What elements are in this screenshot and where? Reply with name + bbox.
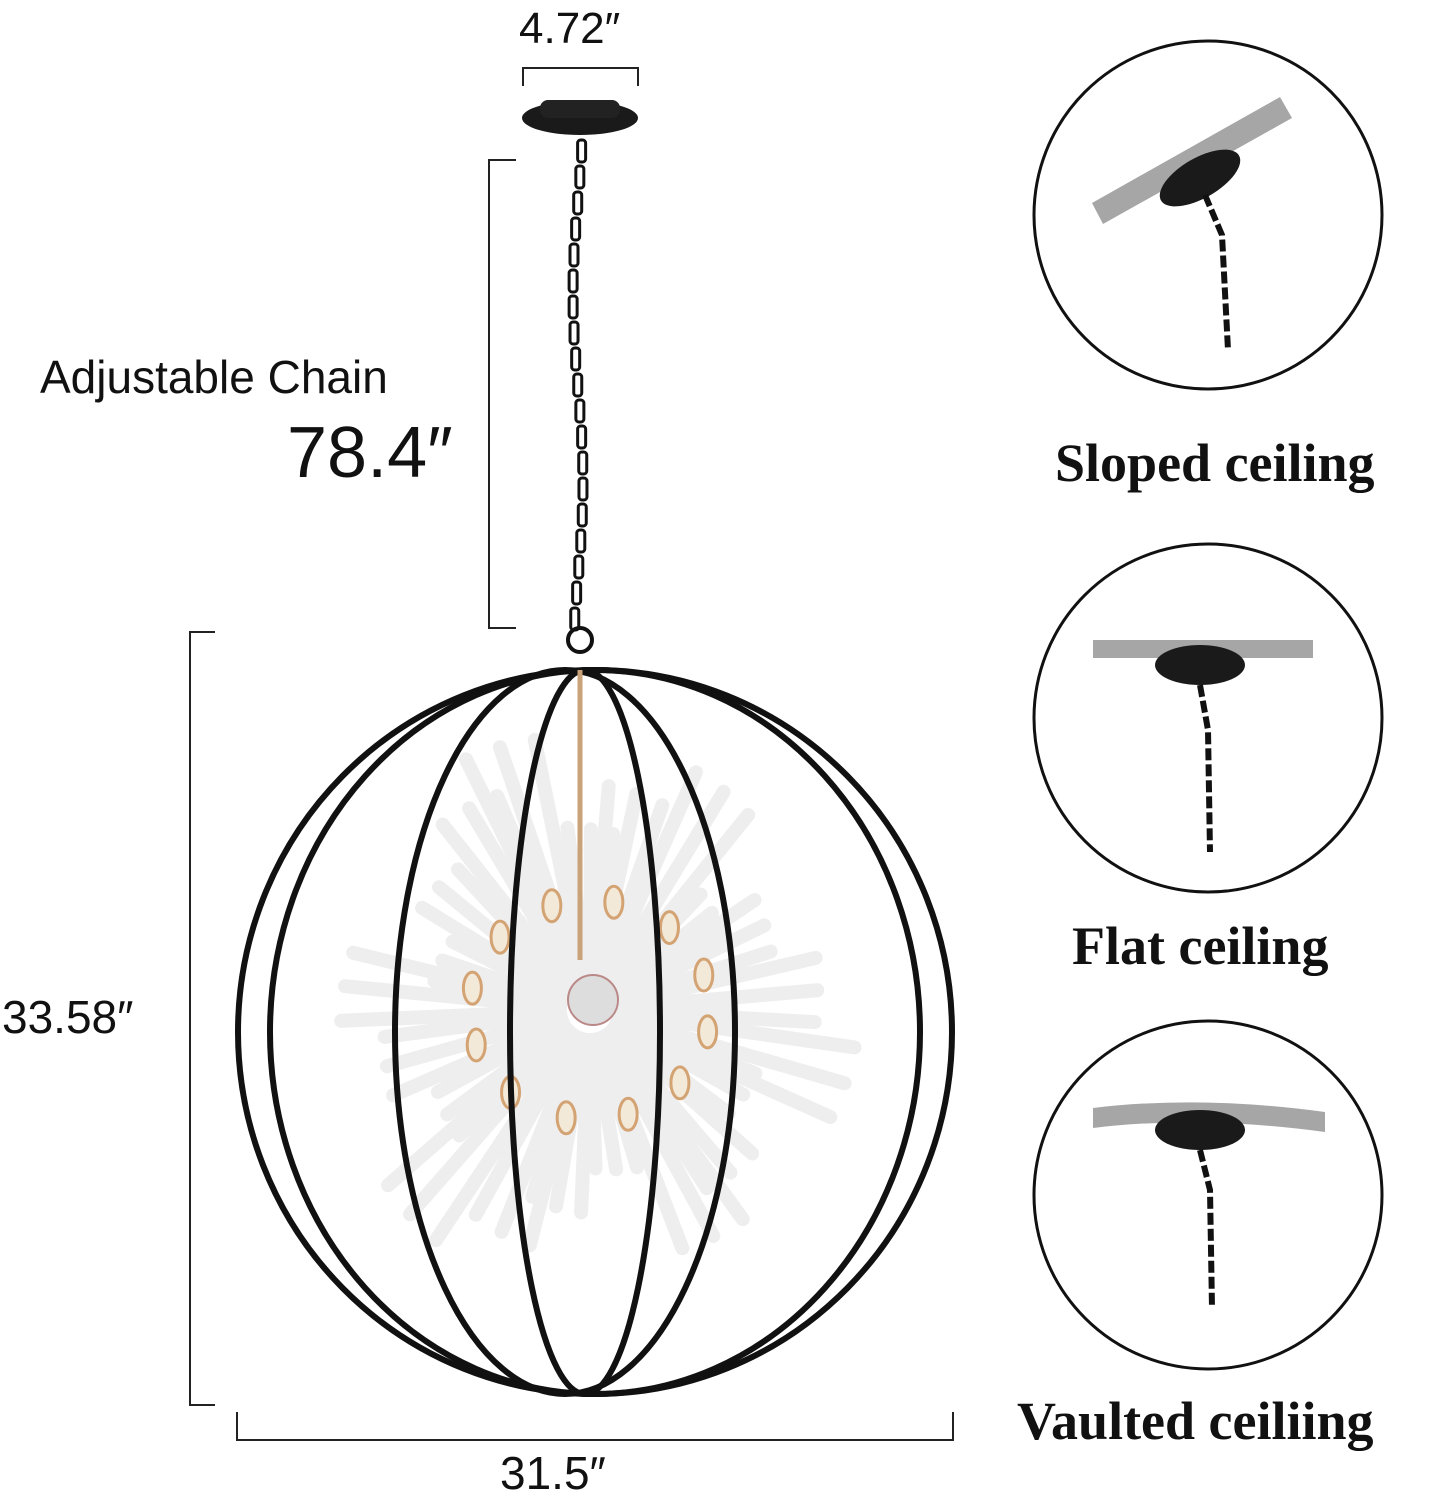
bulb <box>697 1014 719 1050</box>
glass-rod <box>338 979 568 1015</box>
sloped-ceiling-illustration <box>1032 39 1384 391</box>
chain-length-label: 78.4″ <box>287 413 453 493</box>
chain-link <box>577 476 589 502</box>
chain-link <box>574 398 586 424</box>
glass-rod <box>430 1016 571 1099</box>
glass-rod <box>603 1025 738 1180</box>
orb-frame <box>235 667 955 1397</box>
bulb <box>555 1100 577 1136</box>
height-label: 33.58″ <box>2 991 134 1043</box>
chain-label: Adjustable Chain <box>40 351 388 403</box>
glass-rod <box>609 925 728 1003</box>
canopy-width-label: 4.72″ <box>519 4 621 53</box>
bulb <box>658 910 680 946</box>
chain-link <box>568 242 580 268</box>
bulb <box>693 957 715 993</box>
chain-link <box>568 320 580 346</box>
bulb <box>465 1027 487 1063</box>
glass-rod <box>490 789 585 990</box>
chain-link <box>577 450 589 476</box>
glass-rod <box>602 807 756 995</box>
chain-link <box>572 190 584 216</box>
chain-link <box>574 164 586 190</box>
glass-rod <box>612 1004 822 1030</box>
chain <box>567 138 589 632</box>
chain-link <box>571 580 583 606</box>
chain-link <box>567 294 579 320</box>
glass-rod <box>468 1028 582 1222</box>
glass-rod <box>610 1014 838 1125</box>
glass-rod <box>593 798 670 989</box>
dimension-lines <box>189 67 954 1441</box>
glass-rod <box>587 827 621 988</box>
canopy-width-bracket <box>522 67 639 86</box>
glass-rod <box>403 1025 577 1222</box>
chain-link <box>570 346 582 372</box>
chain-link <box>573 554 585 580</box>
glass-rod <box>377 1006 568 1044</box>
chain-link <box>570 216 582 242</box>
glass-rod <box>527 733 591 988</box>
vaulted-ceiling-label: Vaulted ceiliing <box>1017 1391 1374 1451</box>
chain-link <box>576 502 588 528</box>
width-bracket <box>236 1412 954 1441</box>
flat-ceiling-illustration <box>1032 542 1384 894</box>
bulb <box>489 919 511 955</box>
bulb <box>617 1096 639 1132</box>
bulb <box>603 884 625 920</box>
glass-rod <box>611 1010 852 1091</box>
glass-rod <box>445 934 570 1005</box>
chain-link <box>572 372 584 398</box>
width-label: 31.5″ <box>500 1447 606 1499</box>
chain-link <box>576 424 588 450</box>
vaulted-ceiling-illustration <box>1032 1019 1384 1371</box>
chain-length-bracket <box>488 159 516 629</box>
bulb <box>541 888 563 924</box>
glass-rod <box>583 822 598 988</box>
chain-link <box>575 528 587 554</box>
glass-rod <box>612 983 825 1015</box>
chain-link <box>567 268 579 294</box>
glass-rod <box>381 1022 574 1193</box>
chain-link <box>576 138 588 164</box>
canopy <box>522 100 638 135</box>
glass-rod <box>584 1032 603 1176</box>
glass-rod <box>594 1030 690 1256</box>
glass-rod <box>462 801 582 992</box>
glass-rod <box>607 1020 736 1121</box>
bulb <box>461 970 483 1006</box>
glass-rod <box>346 945 568 1011</box>
flat-ceiling-label: Flat ceiling <box>1072 916 1329 976</box>
sloped-ceiling-label: Sloped ceiling <box>1055 433 1375 493</box>
height-bracket <box>189 631 215 1406</box>
bulb <box>669 1065 691 1101</box>
